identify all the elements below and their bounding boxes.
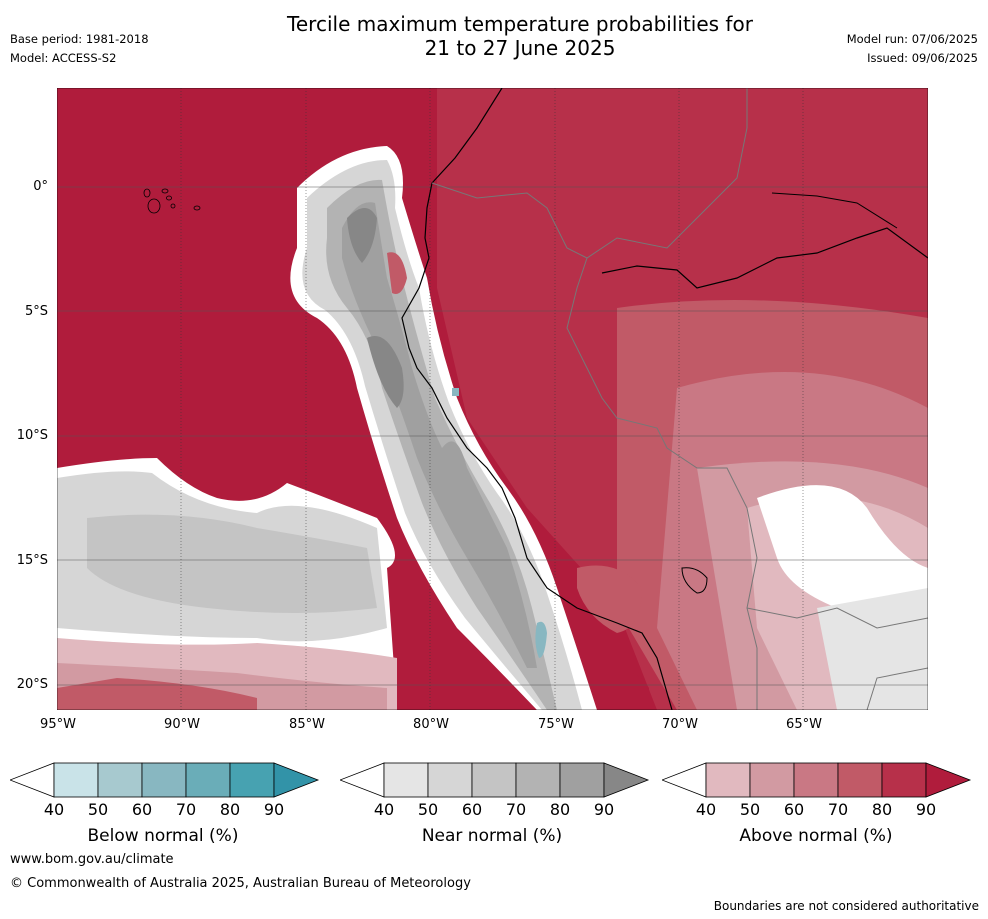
below-bin-low	[10, 762, 55, 798]
lon-label-95w: 95°W	[40, 717, 76, 732]
below-60-spot-b	[535, 621, 547, 658]
white-patch-bolivia	[757, 485, 928, 613]
border-peru-brazil	[566, 257, 758, 710]
below-bin-2	[97, 762, 143, 798]
above-tick-40: 40	[695, 800, 717, 819]
near-tick-70: 70	[505, 800, 527, 819]
near-bin-high	[603, 762, 650, 798]
below-tick-40: 40	[43, 800, 65, 819]
near-bin-5	[559, 762, 605, 798]
issued-date: Issued: 09/06/2025	[867, 51, 978, 65]
below-bin-1	[53, 762, 99, 798]
lat-label-10s: 10°S	[16, 428, 48, 443]
lat-label-0: 0°	[33, 179, 48, 194]
near-tick-40: 40	[373, 800, 395, 819]
above-bin-1	[705, 762, 751, 798]
colorbar-near-title: Near normal (%)	[421, 826, 563, 846]
below-60-spot-a	[452, 388, 459, 396]
near-bin-3	[471, 762, 517, 798]
above-patch-coastal	[387, 252, 407, 294]
above-tick-90: 90	[915, 800, 937, 819]
near-bin-1	[383, 762, 429, 798]
above-bin-3	[793, 762, 839, 798]
lake-titicaca	[681, 567, 708, 594]
lon-label-80w: 80°W	[413, 717, 449, 732]
near-90-mid	[367, 336, 404, 408]
coastline	[401, 88, 673, 710]
above-70-south-ocean	[57, 678, 257, 710]
lat-label-20s: 20°S	[16, 677, 48, 692]
above-bin-high	[925, 762, 972, 798]
lon-label-90w: 90°W	[164, 717, 200, 732]
above-tick-50: 50	[739, 800, 761, 819]
near-tick-80: 80	[549, 800, 571, 819]
below-tick-50: 50	[87, 800, 109, 819]
colorbar-below-title: Below normal (%)	[87, 826, 239, 846]
below-bin-high	[273, 762, 320, 798]
above-tick-60: 60	[783, 800, 805, 819]
near-bin-low	[340, 762, 385, 798]
below-bin-3	[141, 762, 187, 798]
grid-lines	[57, 88, 928, 710]
colorbar-above-title: Above normal (%)	[739, 826, 893, 846]
lat-label-15s: 15°S	[16, 553, 48, 568]
title-line-2: 21 to 27 June 2025	[424, 36, 616, 60]
base-period: Base period: 1981-2018	[10, 32, 149, 46]
near-bin-2	[427, 762, 473, 798]
lon-label-70w: 70°W	[662, 717, 698, 732]
lat-label-5s: 5°S	[24, 304, 48, 319]
colorbar-near	[340, 762, 650, 798]
below-tick-70: 70	[175, 800, 197, 819]
amazon-river	[601, 227, 928, 289]
below-tick-60: 60	[131, 800, 153, 819]
map-title: Tercile maximum temperature probabilitie…	[0, 12, 988, 60]
near-tick-50: 50	[417, 800, 439, 819]
border-ecuador-colombia	[431, 88, 748, 259]
near-80-coastal	[342, 202, 537, 668]
colorbar-below	[10, 762, 320, 798]
colorbar-above	[662, 762, 972, 798]
footer-copyright: © Commonwealth of Australia 2025, Austra…	[10, 876, 471, 891]
border-bolivia	[746, 607, 928, 629]
near-90-north	[347, 208, 377, 263]
above-tick-70: 70	[827, 800, 849, 819]
footer-disclaimer: Boundaries are not considered authoritat…	[713, 899, 979, 913]
footer-url[interactable]: www.bom.gov.au/climate	[10, 852, 174, 867]
border-paraguay	[866, 667, 928, 710]
above-bin-2	[749, 762, 795, 798]
river-negro	[771, 192, 898, 229]
probability-map	[57, 88, 928, 710]
above-bin-5	[881, 762, 927, 798]
near-bin-4	[515, 762, 561, 798]
above-patch-peru	[577, 565, 642, 633]
lon-label-85w: 85°W	[289, 717, 325, 732]
above-bin-low	[662, 762, 707, 798]
galapagos-islands	[143, 188, 201, 214]
above-patch-southperu	[617, 672, 649, 710]
below-bin-4	[185, 762, 231, 798]
near-tick-90: 90	[593, 800, 615, 819]
above-tick-80: 80	[871, 800, 893, 819]
near-60-ocean	[87, 514, 377, 613]
below-tick-80: 80	[219, 800, 241, 819]
title-line-1: Tercile maximum temperature probabilitie…	[287, 12, 753, 36]
model-run: Model run: 07/06/2025	[846, 32, 978, 46]
lon-label-75w: 75°W	[538, 717, 574, 732]
model-name: Model: ACCESS-S2	[10, 51, 117, 65]
near-tick-60: 60	[461, 800, 483, 819]
below-tick-90: 90	[263, 800, 285, 819]
lon-label-65w: 65°W	[786, 717, 822, 732]
near-40-chile	[817, 588, 928, 710]
above-bin-4	[837, 762, 883, 798]
below-bin-5	[229, 762, 275, 798]
